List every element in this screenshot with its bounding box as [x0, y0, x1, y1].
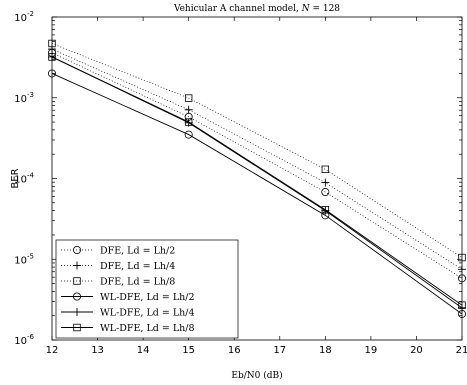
legend-marker [73, 292, 82, 301]
legend-label: DFE, Ld = Lh/4 [100, 261, 175, 272]
y-tick-label: 10-5 [14, 252, 34, 266]
x-tick-label: 18 [319, 345, 332, 356]
series-line [51, 43, 463, 258]
x-axis-label: Eb/N0 (dB) [231, 370, 282, 381]
legend-label: DFE, Ld = Lh/2 [100, 246, 175, 257]
legend-label: WL-DFE, Ld = Lh/8 [100, 323, 195, 334]
legend-marker [73, 261, 81, 270]
legend-label: WL-DFE, Ld = Lh/2 [100, 292, 195, 303]
legend-marker [73, 323, 81, 332]
data-point [321, 188, 330, 197]
x-tick-label: 17 [273, 345, 286, 356]
x-tick-label: 12 [46, 345, 59, 356]
x-tick-label: 13 [91, 345, 104, 356]
x-tick-label: 20 [410, 345, 423, 356]
legend-item: DFE, Ld = Lh/2 [61, 246, 175, 257]
legend-item: DFE, Ld = Lh/4 [61, 261, 175, 272]
data-point [184, 118, 193, 126]
series-line [51, 73, 463, 315]
series-line [51, 52, 463, 279]
data-point [184, 130, 193, 139]
x-tick-label: 14 [137, 345, 150, 356]
data-point [321, 178, 330, 187]
series-square-dotted [48, 39, 466, 262]
data-point [321, 206, 330, 214]
ticks-layer: 12 13 14 15 16 17 18 19 20 21 10-6 10-5 10-4 10-3 10-2 [14, 10, 467, 356]
data-point [184, 94, 193, 102]
chart-title: Vehicular A channel model, N = 128 [173, 4, 340, 14]
x-tick-label: 19 [365, 345, 378, 356]
legend-label: WL-DFE, Ld = Lh/4 [100, 308, 195, 319]
y-tick-label: 10-6 [14, 333, 34, 347]
legend-box [55, 239, 239, 339]
data-point [184, 105, 193, 114]
legend-item: WL-DFE, Ld = Lh/4 [61, 308, 195, 319]
legend-item: DFE, Ld = Lh/8 [61, 277, 175, 288]
legend-item: WL-DFE, Ld = Lh/8 [61, 323, 195, 334]
legend-marker [73, 277, 81, 285]
y-tick-label: 10-4 [14, 172, 34, 186]
data-point [321, 165, 330, 173]
plot-area: 12 13 14 15 16 17 18 19 20 21 10-6 10-5 10-4 10-3 10-2 [14, 10, 467, 356]
legend: DFE, Ld = Lh/2 DFE, Ld = Lh/4 DFE, Ld = Lh… [55, 239, 239, 339]
legend-item: WL-DFE, Ld = Lh/2 [61, 292, 195, 303]
series-line [51, 56, 463, 306]
series-plus-dotted [48, 45, 466, 274]
x-tick-label: 21 [456, 345, 467, 356]
x-tick-label: 16 [228, 345, 241, 356]
y-tick-label: 10-2 [14, 10, 34, 24]
series-layer [48, 39, 466, 318]
series-line [51, 48, 463, 270]
legend-marker [73, 245, 82, 254]
legend-label: DFE, Ld = Lh/8 [100, 277, 175, 288]
y-tick-label: 10-3 [14, 91, 34, 105]
legend-marker [73, 308, 81, 316]
y-axis-label: BER [10, 168, 21, 188]
x-tick-label: 15 [182, 345, 195, 356]
